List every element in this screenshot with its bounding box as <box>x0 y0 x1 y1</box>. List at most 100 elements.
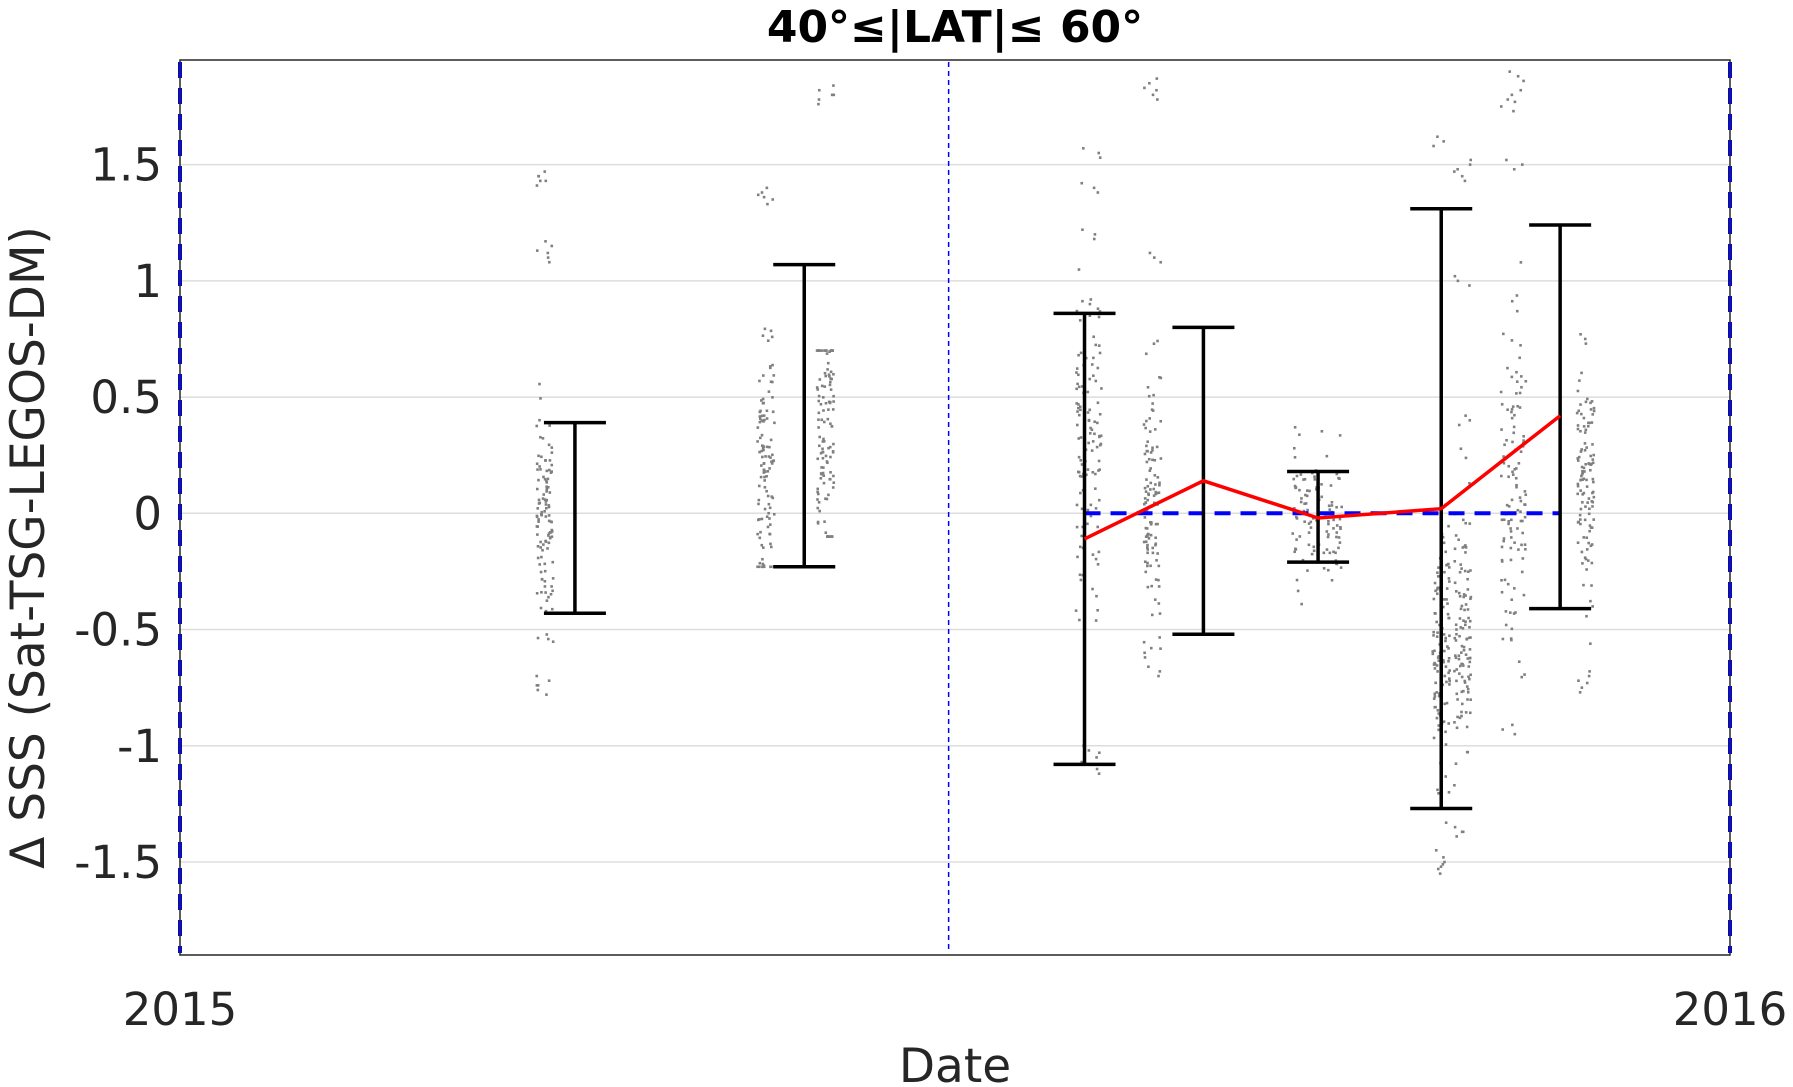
scatter-point <box>828 477 832 481</box>
scatter-point <box>1588 507 1591 511</box>
scatter-point <box>1154 490 1158 494</box>
scatter-point <box>1444 639 1447 643</box>
scatter-point <box>550 585 553 588</box>
scatter-point <box>771 380 774 384</box>
scatter-point <box>1146 385 1150 389</box>
scatter-point <box>1441 863 1445 866</box>
scatter-point <box>1524 379 1528 383</box>
scatter-point <box>540 591 543 594</box>
scatter-point <box>1467 675 1470 679</box>
scatter-point <box>768 467 771 470</box>
scatter-point <box>546 547 549 550</box>
scatter-point <box>1514 476 1518 480</box>
scatter-point <box>1502 332 1505 336</box>
scatter-point <box>1447 524 1450 528</box>
scatter-point <box>1445 587 1449 590</box>
scatter-point <box>536 688 540 692</box>
scatter-point <box>822 440 826 443</box>
scatter-point <box>548 468 551 472</box>
scatter-point <box>1435 620 1438 624</box>
scatter-point <box>1326 535 1330 539</box>
scatter-point <box>1444 743 1448 746</box>
scatter-point <box>816 457 820 461</box>
scatter-point <box>767 511 770 515</box>
scatter-point <box>1507 464 1511 468</box>
scatter-point <box>1511 473 1515 476</box>
scatter-point <box>547 505 551 509</box>
scatter-point <box>822 474 826 477</box>
scatter-point <box>758 561 762 565</box>
scatter-point <box>1579 522 1582 526</box>
scatter-point <box>1091 440 1095 443</box>
scatter-point <box>1454 762 1458 766</box>
scatter-point <box>1075 309 1079 313</box>
scatter-point <box>772 374 776 377</box>
scatter-point <box>817 394 821 398</box>
scatter-point <box>760 414 764 418</box>
scatter-point <box>1330 578 1334 582</box>
scatter-point <box>1510 518 1513 522</box>
scatter-point <box>1147 537 1151 540</box>
scatter-point <box>1327 519 1330 523</box>
scatter-point <box>1460 702 1464 706</box>
scatter-point <box>827 373 831 377</box>
scatter-point <box>765 475 768 478</box>
scatter-point <box>1465 637 1468 641</box>
scatter-point <box>766 339 770 342</box>
scatter-point <box>832 481 836 484</box>
scatter-point <box>1585 478 1588 482</box>
scatter-point <box>543 509 546 513</box>
scatter-point <box>1508 70 1512 73</box>
scatter-point <box>1307 543 1311 547</box>
scatter-point <box>816 388 820 391</box>
scatter-point <box>1460 567 1463 570</box>
scatter-point <box>1455 835 1458 838</box>
scatter-point <box>818 435 822 439</box>
scatter-point <box>1456 698 1459 701</box>
scatter-point <box>1432 634 1435 637</box>
scatter-point <box>1437 724 1441 727</box>
scatter-point <box>766 525 770 529</box>
scatter-point <box>1436 135 1439 139</box>
scatter-point <box>1437 712 1441 715</box>
scatter-point <box>1096 421 1099 425</box>
scatter-point <box>763 475 766 479</box>
scatter-point <box>1459 626 1463 629</box>
scatter-point <box>1448 580 1451 583</box>
scatter-point <box>763 479 766 482</box>
scatter-point <box>1092 186 1096 190</box>
scatter-point <box>540 578 544 581</box>
scatter-point <box>1075 503 1079 507</box>
scatter-point <box>1576 541 1580 545</box>
scatter-point <box>1087 419 1091 423</box>
scatter-point <box>1577 520 1580 524</box>
scatter-point <box>1144 540 1148 544</box>
scatter-point <box>762 445 766 448</box>
scatter-point <box>828 375 831 378</box>
scatter-point <box>1500 474 1503 478</box>
scatter-point <box>1578 691 1582 694</box>
scatter-point <box>537 174 540 178</box>
scatter-point <box>1146 498 1150 502</box>
scatter-point <box>829 370 833 374</box>
scatter-point <box>1155 559 1158 562</box>
scatter-point <box>1306 569 1309 572</box>
scatter-point <box>1293 507 1296 510</box>
scatter-point <box>761 546 765 549</box>
scatter-point <box>1524 547 1527 551</box>
scatter-point <box>1522 434 1525 438</box>
scatter-point <box>545 498 549 502</box>
scatter-point <box>1579 403 1582 406</box>
scatter-point <box>543 498 547 501</box>
scatter-point <box>1523 673 1526 676</box>
scatter-point <box>1515 309 1519 313</box>
scatter-point <box>1438 872 1442 875</box>
scatter-point <box>824 374 828 378</box>
scatter-point <box>1513 100 1517 104</box>
scatter-point <box>1459 607 1463 611</box>
scatter-point <box>539 540 542 544</box>
scatter-point <box>1081 385 1084 388</box>
scatter-point <box>1442 598 1446 601</box>
scatter-point <box>817 399 821 403</box>
scatter-point <box>1468 619 1472 623</box>
